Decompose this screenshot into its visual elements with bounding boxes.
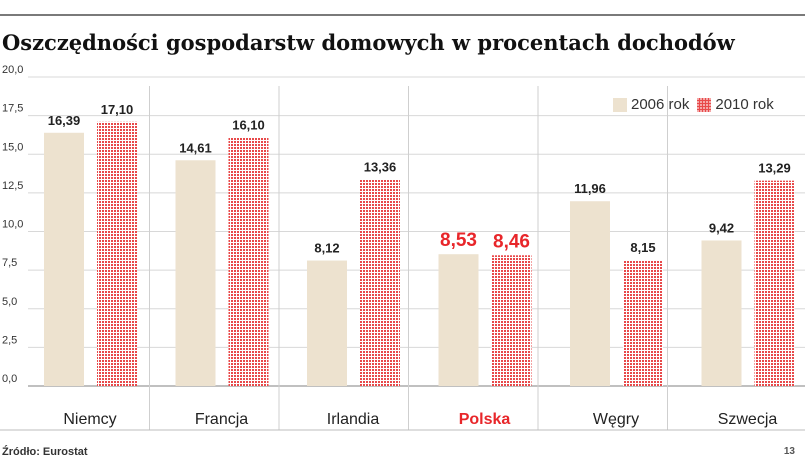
bar-2006-polska xyxy=(438,254,479,386)
data-label: 9,42 xyxy=(709,220,734,235)
data-label: 11,96 xyxy=(574,181,606,196)
data-label: 17,10 xyxy=(101,102,134,117)
category-label: Francja xyxy=(195,411,248,428)
bar-2010-polska xyxy=(491,255,532,386)
y-tick-label: 5,0 xyxy=(2,296,17,308)
page-number: 13 xyxy=(783,446,795,457)
y-tick-label: 20,0 xyxy=(2,64,23,76)
bar-2006-węgry xyxy=(570,201,610,386)
source-note: Źródło: Eurostat xyxy=(2,446,88,458)
y-tick-label: 15,0 xyxy=(2,141,23,153)
data-label: 8,46 xyxy=(493,231,530,252)
legend-label-2006: 2006 rok xyxy=(631,96,690,113)
data-label: 14,61 xyxy=(179,140,212,155)
bar-2010-francja xyxy=(228,137,269,386)
y-tick-label: 10,0 xyxy=(2,219,23,231)
data-label: 13,36 xyxy=(364,160,397,175)
bar-2006-francja xyxy=(175,160,216,386)
y-tick-label: 12,5 xyxy=(2,180,23,192)
y-tick-label: 2,5 xyxy=(2,334,17,346)
data-label: 8,53 xyxy=(440,230,477,251)
bar-2006-irlandia xyxy=(307,260,347,386)
data-label: 8,12 xyxy=(314,241,339,256)
data-label: 16,39 xyxy=(48,113,81,128)
data-label: 8,15 xyxy=(630,240,655,255)
y-tick-label: 17,5 xyxy=(2,103,23,115)
category-label: Szwecja xyxy=(718,411,778,428)
category-label: Polska xyxy=(459,411,511,428)
data-label: 16,10 xyxy=(232,117,265,132)
category-label: Niemcy xyxy=(63,411,116,428)
data-label: 13,29 xyxy=(758,161,791,176)
bar-2006-niemcy xyxy=(44,132,84,386)
legend-swatch-2010 xyxy=(697,98,712,113)
bar-2010-niemcy xyxy=(97,121,137,387)
bar-2010-irlandia xyxy=(360,179,400,386)
y-tick-label: 7,5 xyxy=(2,257,17,269)
bar-2010-szwecja xyxy=(754,180,795,386)
legend-item-2010: 2010 rok xyxy=(697,96,774,113)
top-rule xyxy=(0,14,805,16)
legend-swatch-2006 xyxy=(613,98,627,113)
legend-label-2010: 2010 rok xyxy=(715,96,774,113)
category-label: Irlandia xyxy=(327,411,380,428)
bar-2006-szwecja xyxy=(701,240,742,386)
legend-item-2006: 2006 rok xyxy=(613,96,689,113)
category-label: Węgry xyxy=(593,411,639,428)
bar-2010-węgry xyxy=(623,260,663,386)
chart-title: Oszczędności gospodarstw domowych w proc… xyxy=(2,30,735,55)
legend: 2006 rok 2010 rok xyxy=(613,96,774,113)
y-tick-label: 0,0 xyxy=(2,373,17,385)
